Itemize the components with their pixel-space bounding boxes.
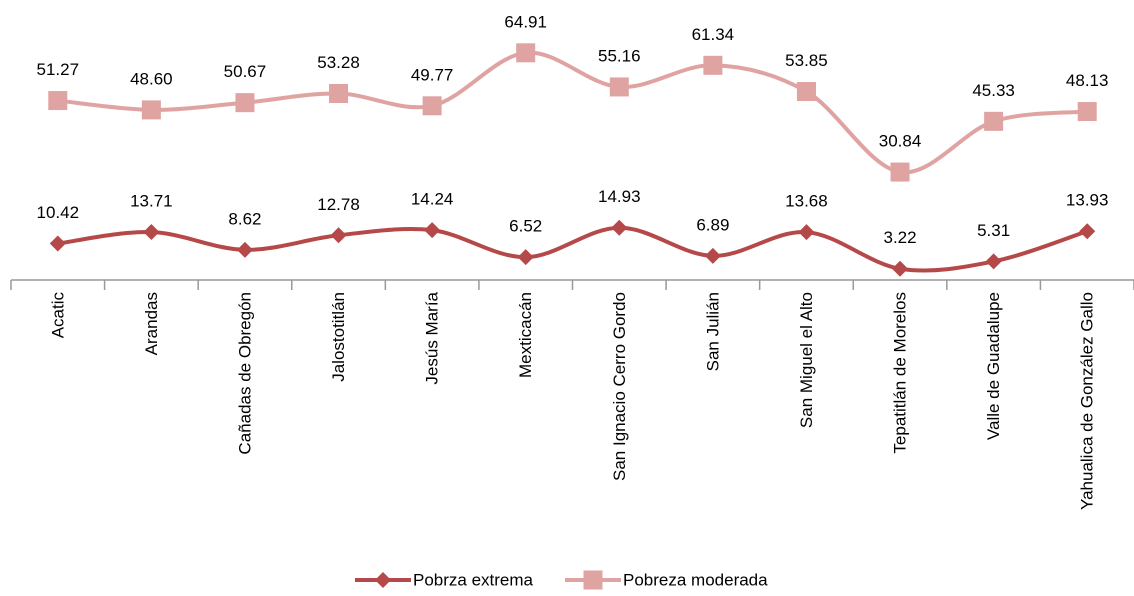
data-label: 5.31: [977, 221, 1010, 240]
data-label: 64.91: [504, 12, 547, 31]
data-label: 30.84: [879, 132, 922, 151]
marker: [48, 91, 68, 111]
data-label: 3.22: [883, 228, 916, 247]
marker: [609, 77, 629, 97]
marker: [1077, 102, 1097, 122]
legend-item: Pobrza extrema: [355, 570, 534, 589]
marker: [984, 111, 1004, 131]
data-label: 14.24: [411, 190, 454, 209]
x-tick-label: Tepatitlán de Morelos: [891, 292, 910, 454]
data-label: 53.28: [317, 53, 360, 72]
x-tick-label: Valle de Guadalupe: [984, 292, 1003, 440]
marker: [796, 82, 816, 102]
series-line: [57, 225, 1088, 273]
x-tick-label: Jalostotitlán: [329, 292, 348, 382]
marker: [235, 93, 255, 113]
x-tick-label: Arandas: [142, 292, 161, 355]
data-label: 6.52: [509, 217, 542, 236]
series-line: [57, 50, 1088, 175]
marker: [611, 219, 628, 236]
data-label: 48.60: [130, 69, 173, 88]
legend-label: Pobrza extrema: [413, 570, 534, 589]
data-label: 13.71: [130, 191, 173, 210]
marker: [703, 55, 723, 75]
x-tick-label: Yahualica de González Gallo: [1078, 292, 1097, 510]
data-label: 45.33: [972, 81, 1015, 100]
x-tick-label: San Miguel el Alto: [797, 292, 816, 428]
marker: [236, 241, 253, 258]
marker: [141, 100, 161, 120]
data-label: 8.62: [228, 209, 261, 228]
marker: [583, 570, 603, 590]
data-label: 13.68: [785, 192, 828, 211]
marker: [375, 572, 391, 588]
data-label: 12.78: [317, 195, 360, 214]
marker: [985, 253, 1002, 270]
marker: [517, 249, 534, 266]
marker: [704, 247, 721, 264]
x-tick-label: San Julián: [703, 292, 722, 371]
data-label: 61.34: [692, 25, 735, 44]
x-tick-label: Jesús María: [423, 291, 442, 384]
marker: [798, 224, 815, 241]
legend-item: Pobreza moderada: [565, 570, 768, 590]
data-label: 13.93: [1066, 191, 1109, 210]
marker: [1079, 223, 1096, 240]
marker: [329, 84, 349, 104]
data-label: 49.77: [411, 65, 454, 84]
marker: [143, 224, 160, 241]
marker: [422, 96, 442, 116]
x-tick-label: Cañadas de Obregón: [235, 292, 254, 455]
marker: [49, 235, 66, 252]
data-label: 6.89: [696, 215, 729, 234]
data-label: 50.67: [224, 62, 267, 81]
x-tick-label: San Ignacio Cerro Gordo: [610, 292, 629, 481]
data-label: 55.16: [598, 46, 641, 65]
marker: [516, 43, 536, 63]
data-label: 53.85: [785, 51, 828, 70]
x-tick-label: Mexticacán: [516, 292, 535, 378]
data-label: 14.93: [598, 187, 641, 206]
legend-label: Pobreza moderada: [623, 570, 768, 589]
marker: [330, 227, 347, 244]
marker: [890, 162, 910, 182]
data-label: 10.42: [37, 203, 80, 222]
data-label: 51.27: [37, 60, 80, 79]
x-tick-label: Acatic: [48, 292, 67, 339]
marker: [424, 222, 441, 239]
marker: [892, 260, 909, 277]
data-label: 48.13: [1066, 71, 1109, 90]
